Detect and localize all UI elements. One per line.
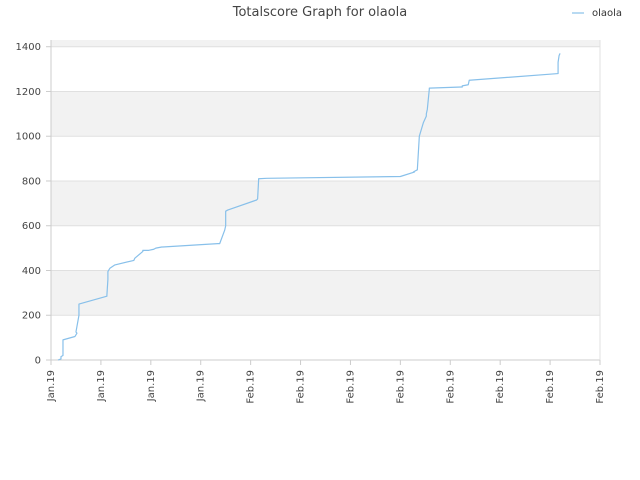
background-band — [51, 91, 600, 137]
chart-title: Totalscore Graph for olaola — [232, 5, 408, 20]
series-line-olaola — [57, 53, 561, 361]
y-tick-label: 200 — [22, 311, 41, 322]
legend[interactable]: olaola — [572, 8, 622, 19]
y-tick-label: 600 — [22, 221, 41, 232]
y-tick-label: 0 — [35, 356, 41, 367]
x-tick-label: Feb.19 — [246, 370, 257, 404]
x-tick-label: Feb.19 — [545, 370, 556, 404]
y-tick-label: 1400 — [16, 42, 41, 53]
x-tick-label: Jan.19 — [46, 370, 57, 402]
x-tick-label: Feb.19 — [445, 370, 456, 404]
y-tick-labels: 0 200 400 600 800 1000 1200 1400 — [16, 42, 41, 366]
y-tick-label: 1000 — [16, 132, 41, 143]
x-tick-label: Jan.19 — [146, 370, 157, 402]
background-band — [51, 180, 600, 226]
y-tick-label: 800 — [22, 176, 41, 187]
x-tick-label: Feb.19 — [345, 370, 356, 404]
background-band — [51, 270, 600, 316]
x-tick-label: Feb.19 — [495, 370, 506, 404]
x-tick-labels: Jan.19 Jan.19 Jan.19 Jan.19 Feb.19 Feb.19 Feb.… — [46, 370, 606, 404]
background-bands — [51, 40, 600, 316]
y-tick-label: 400 — [22, 266, 41, 277]
x-tick-label: Feb.19 — [595, 370, 606, 404]
x-tick-label: Jan.19 — [196, 370, 207, 402]
series-layer — [57, 53, 561, 361]
axes — [50, 40, 601, 365]
x-tick-label: Feb.19 — [296, 370, 307, 404]
x-tick-label: Feb.19 — [395, 370, 406, 404]
y-tick-label: 1200 — [16, 87, 41, 98]
x-tick-label: Jan.19 — [96, 370, 107, 402]
legend-label-olaola: olaola — [592, 8, 622, 19]
background-band — [51, 40, 600, 47]
